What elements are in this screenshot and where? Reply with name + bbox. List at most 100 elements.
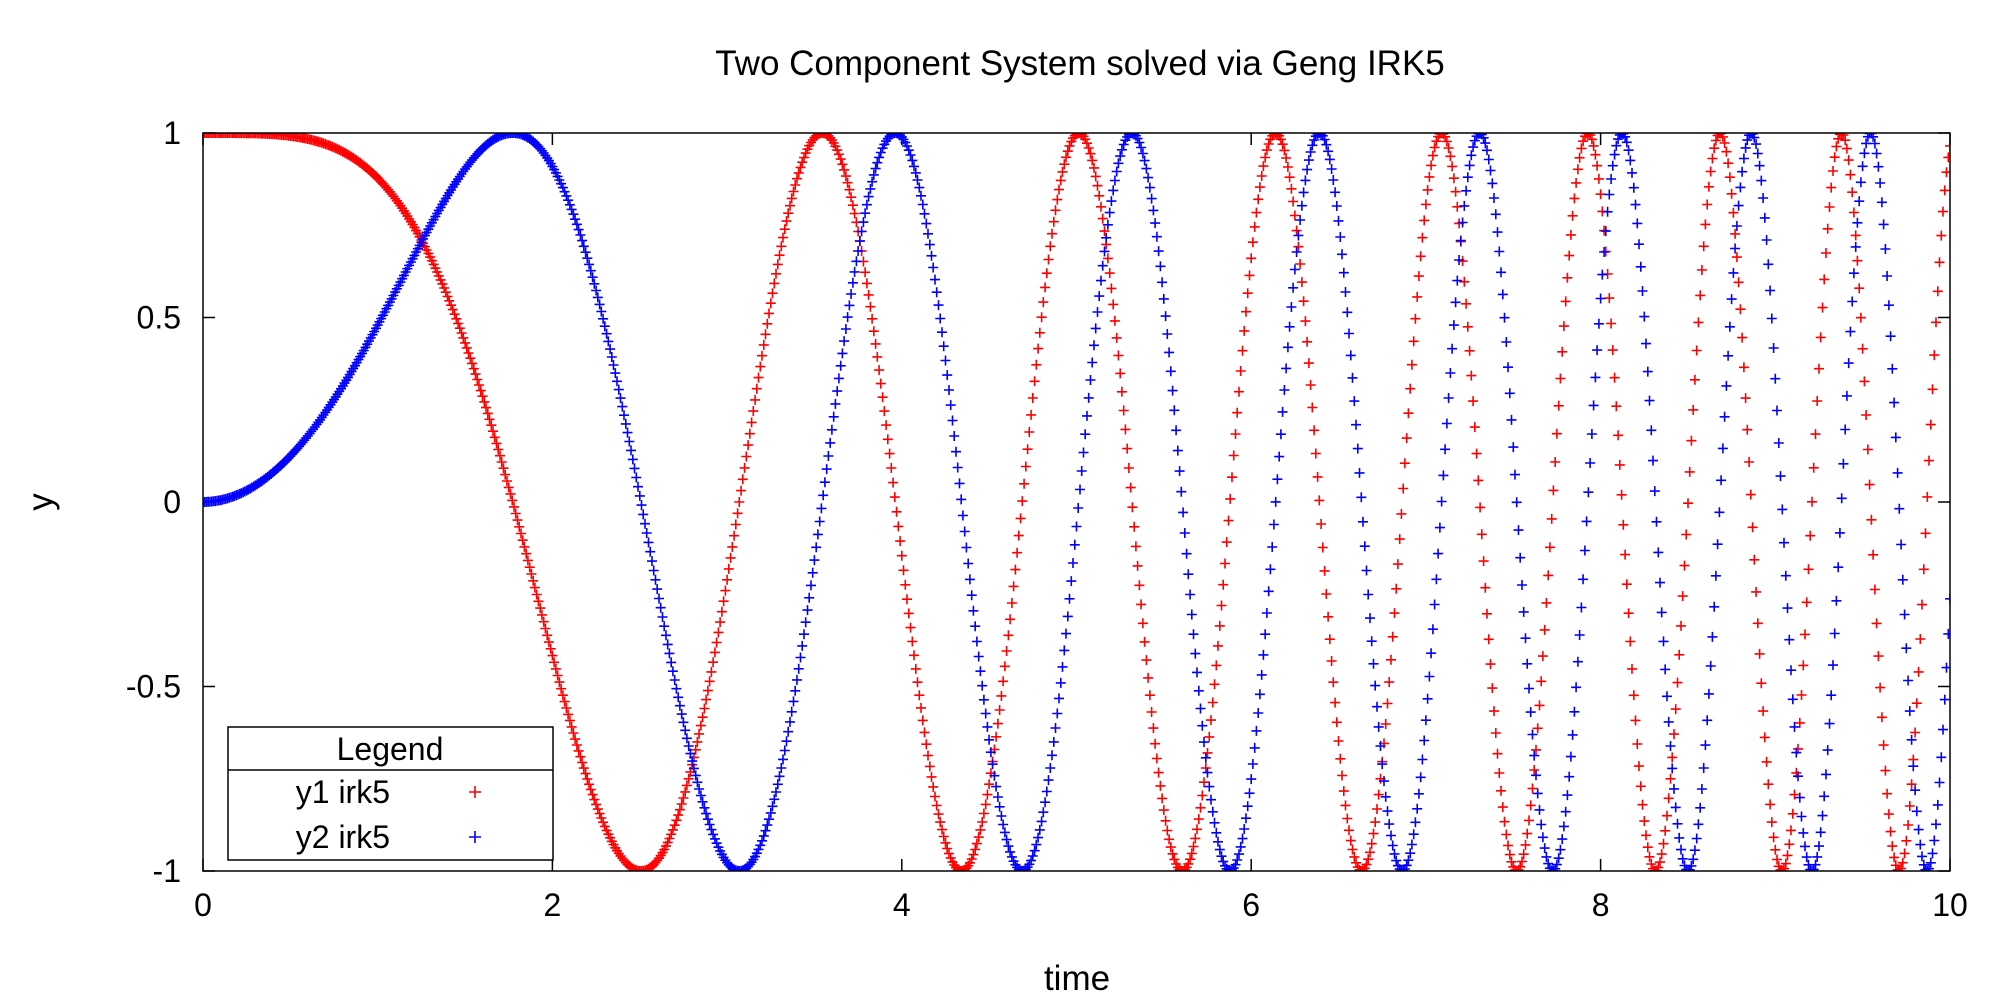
- data-point: [659, 621, 670, 632]
- data-point: [556, 683, 567, 694]
- data-point: [1871, 148, 1882, 159]
- data-point: [1136, 142, 1147, 153]
- data-point: [1234, 386, 1244, 397]
- data-point: [757, 835, 767, 846]
- data-point: [1130, 541, 1141, 552]
- data-point: [1323, 146, 1334, 157]
- data-point: [1852, 217, 1863, 228]
- data-point: [1328, 677, 1339, 688]
- data-point: [1260, 152, 1271, 163]
- data-point: [1080, 429, 1091, 440]
- data-point: [1043, 254, 1054, 265]
- data-point: [1197, 720, 1208, 731]
- data-point: [1113, 158, 1124, 169]
- data-point: [928, 781, 939, 792]
- data-point: [1450, 297, 1461, 308]
- data-point: [1710, 570, 1721, 581]
- data-point: [1366, 636, 1377, 647]
- data-point: [1756, 678, 1767, 689]
- data-point: [846, 289, 857, 299]
- data-point: [1223, 515, 1234, 526]
- data-point: [559, 696, 570, 707]
- data-point: [1213, 836, 1223, 847]
- data-point: [1321, 139, 1332, 150]
- data-point: [793, 663, 804, 674]
- data-point: [1433, 548, 1444, 559]
- data-point: [1625, 155, 1636, 166]
- data-point: [1368, 658, 1379, 669]
- data-point: [1447, 161, 1458, 172]
- data-point: [1092, 180, 1103, 191]
- data-point: [1316, 519, 1327, 529]
- data-point: [1412, 291, 1423, 302]
- data-point: [1574, 152, 1585, 163]
- data-point: [937, 327, 947, 338]
- data-point: [489, 432, 500, 443]
- data-point: [1047, 228, 1057, 239]
- data-point: [1389, 848, 1400, 859]
- data-point: [695, 720, 706, 731]
- data-point: [1740, 142, 1751, 153]
- data-point: [1209, 817, 1220, 828]
- data-point: [774, 771, 785, 782]
- data-point: [1501, 337, 1512, 347]
- data-point: [1506, 856, 1517, 867]
- data-point: [1833, 562, 1844, 573]
- data-point: [1384, 677, 1395, 688]
- data-point: [839, 336, 850, 347]
- data-point: [1496, 267, 1506, 278]
- data-point: [540, 150, 551, 161]
- data-point: [1221, 537, 1232, 548]
- data-point: [1761, 756, 1772, 767]
- data-point: [1064, 140, 1075, 151]
- data-point: [1599, 247, 1610, 257]
- data-point: [1843, 358, 1854, 369]
- data-point: [1864, 479, 1875, 490]
- data-point: [1894, 503, 1905, 514]
- data-point: [657, 612, 668, 622]
- data-point: [772, 259, 783, 270]
- data-point: [842, 312, 853, 323]
- data-point: [1480, 582, 1491, 593]
- data-point: [1761, 235, 1772, 245]
- data-point: [1543, 858, 1554, 869]
- data-point: [1300, 175, 1311, 186]
- data-point: [1758, 706, 1769, 717]
- data-point: [1890, 432, 1901, 443]
- data-point: [1606, 318, 1617, 329]
- data-point: [1939, 185, 1950, 196]
- data-point: [1179, 528, 1190, 538]
- data-point: [706, 824, 717, 835]
- data-point: [1199, 737, 1209, 748]
- data-point: [1099, 226, 1110, 237]
- data-point: [1688, 404, 1699, 415]
- data-point: [1352, 443, 1363, 454]
- data-point: [1522, 828, 1533, 839]
- data-point: [1310, 448, 1321, 459]
- data-point: [1635, 781, 1646, 792]
- data-point: [1656, 849, 1667, 860]
- data-point: [1490, 728, 1501, 738]
- data-point: [1672, 677, 1683, 688]
- data-point: [596, 813, 607, 823]
- data-point: [215, 133, 226, 138]
- data-point: [1165, 842, 1176, 853]
- data-point: [1683, 866, 1693, 871]
- data-point: [931, 287, 942, 298]
- data-point: [601, 328, 612, 339]
- data-point: [992, 718, 1003, 729]
- data-point: [994, 801, 1005, 812]
- data-point: [1387, 631, 1398, 642]
- data-point: [863, 191, 874, 202]
- data-point: [1655, 857, 1665, 868]
- data-point: [1676, 620, 1686, 631]
- data-point: [1623, 608, 1634, 619]
- data-point: [507, 495, 518, 506]
- data-point: [774, 250, 785, 261]
- data-point: [1174, 466, 1185, 477]
- data-point: [582, 253, 593, 264]
- data-point: [956, 866, 967, 871]
- data-point: [1167, 385, 1178, 396]
- data-point: [566, 721, 577, 732]
- data-point: [1775, 471, 1786, 482]
